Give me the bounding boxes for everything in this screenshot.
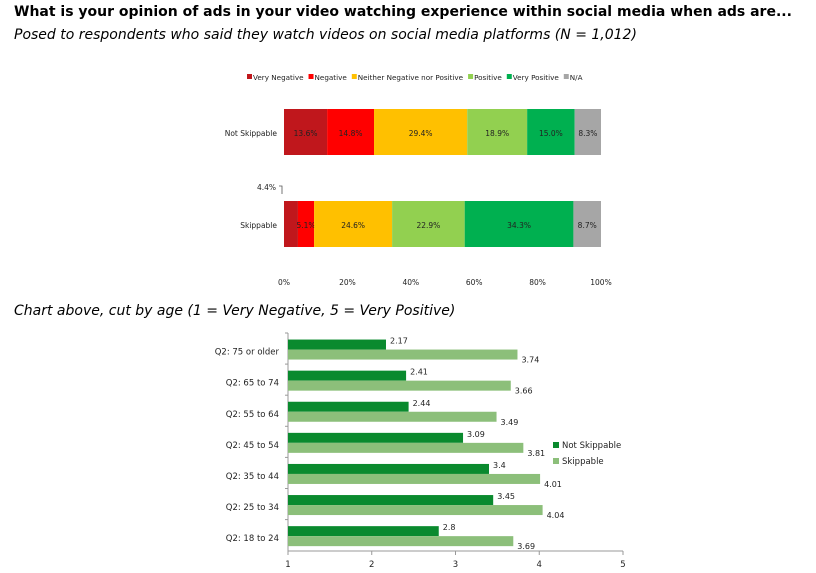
bar: [288, 401, 409, 412]
legend-label-5: N/A: [570, 73, 583, 82]
bar-segment: [573, 201, 601, 247]
x-tick-label: 2: [369, 560, 374, 570]
stacked-opinion-chart: Very Negative Negative Neither Negative no…: [225, 73, 612, 287]
category-label-1: Q2: 65 to 74: [226, 379, 279, 389]
legend-label-2: Neither Negative nor Positive: [358, 73, 464, 82]
bar-segment: [327, 109, 375, 155]
bar: [288, 442, 524, 453]
bar-segment: [574, 109, 601, 155]
legend-swatch-0: [553, 442, 559, 448]
legend-label-1: Skippable: [562, 457, 604, 467]
data-label: 4.01: [544, 480, 562, 489]
category-label-1: Skippable: [240, 221, 277, 230]
bar: [288, 339, 386, 350]
bar-segment: [284, 201, 298, 247]
legend-swatch-5: [563, 74, 569, 79]
bar: [288, 495, 494, 506]
data-label: 3.74: [521, 356, 539, 365]
data-label: 3.66: [515, 387, 533, 396]
data-label: 18.9%: [485, 129, 509, 138]
bar-segment: [314, 201, 393, 247]
data-label: 3.49: [501, 418, 519, 427]
page-title: What is your opinion of ads in your vide…: [14, 4, 792, 20]
data-label: 2.8: [443, 523, 456, 532]
legend-label-4: Very Positive: [513, 73, 560, 82]
bar: [288, 432, 464, 443]
bar-segment: [374, 109, 468, 155]
legend-swatch-2: [351, 74, 357, 79]
bar-segment: [392, 201, 465, 247]
x-tick-label: 80%: [529, 278, 546, 287]
data-label: 34.3%: [507, 221, 531, 230]
x-tick-label: 60%: [466, 278, 483, 287]
legend-label-0: Very Negative: [253, 73, 304, 82]
x-tick-label: 5: [620, 560, 625, 570]
data-label: 4.04: [547, 511, 565, 520]
data-label: 29.4%: [409, 129, 433, 138]
legend-swatch-1: [308, 74, 314, 79]
data-label: 3.81: [527, 449, 545, 458]
data-label: 2.17: [390, 337, 408, 346]
category-label-4: Q2: 35 to 44: [226, 472, 279, 482]
bar-segment: [467, 109, 528, 155]
data-label: 15.0%: [539, 129, 563, 138]
data-label: 5.1%: [297, 221, 316, 230]
x-tick-label: 40%: [402, 278, 419, 287]
data-label: 14.8%: [339, 129, 363, 138]
legend-swatch-1: [553, 458, 559, 464]
data-label: 8.3%: [578, 129, 597, 138]
bar-segment: [297, 201, 315, 247]
x-tick-label: 20%: [339, 278, 356, 287]
bar-segment: [464, 201, 574, 247]
page-subtitle: Posed to respondents who said they watch…: [14, 27, 637, 43]
x-tick-label: 3: [453, 560, 458, 570]
bar: [288, 370, 407, 381]
bar: [288, 473, 541, 484]
x-tick-label: 0%: [278, 278, 290, 287]
data-label: 2.41: [410, 368, 428, 377]
legend-swatch-4: [506, 74, 512, 79]
data-label: 13.6%: [294, 129, 318, 138]
legend-label-1: Negative: [315, 73, 348, 82]
legend-label-0: Not Skippable: [562, 441, 621, 451]
x-tick-label: 100%: [590, 278, 611, 287]
data-label: 3.45: [497, 492, 515, 501]
category-label-0: Not Skippable: [225, 129, 278, 138]
bar: [288, 505, 543, 516]
data-label: 24.6%: [341, 221, 365, 230]
category-label-6: Q2: 18 to 24: [226, 534, 279, 544]
bar: [288, 380, 511, 391]
bar-segment: [527, 109, 575, 155]
x-tick-label: 1: [285, 560, 290, 570]
data-label: 3.69: [517, 542, 535, 551]
data-label: 8.7%: [578, 221, 597, 230]
legend-swatch-0: [247, 74, 252, 79]
data-label: 3.4: [493, 461, 506, 470]
data-label: 2.44: [413, 399, 431, 408]
data-label: 3.09: [467, 430, 485, 439]
x-tick-label: 4: [537, 560, 542, 570]
bar: [288, 536, 514, 547]
data-label: 22.9%: [416, 221, 440, 230]
bar: [288, 411, 497, 422]
data-label-leader: [279, 185, 283, 194]
category-label-2: Q2: 55 to 64: [226, 410, 279, 420]
category-label-0: Q2: 75 or older: [215, 348, 280, 358]
legend-label-3: Positive: [474, 73, 502, 82]
category-label-3: Q2: 45 to 54: [226, 441, 279, 451]
category-label-5: Q2: 25 to 34: [226, 503, 279, 513]
legend-swatch-3: [468, 74, 474, 79]
bar-segment: [284, 109, 328, 155]
age-chart-subtitle: Chart above, cut by age (1 = Very Negati…: [14, 303, 456, 319]
data-label: 4.4%: [257, 183, 276, 192]
bar: [288, 463, 489, 474]
bar: [288, 526, 439, 537]
bar: [288, 349, 518, 360]
